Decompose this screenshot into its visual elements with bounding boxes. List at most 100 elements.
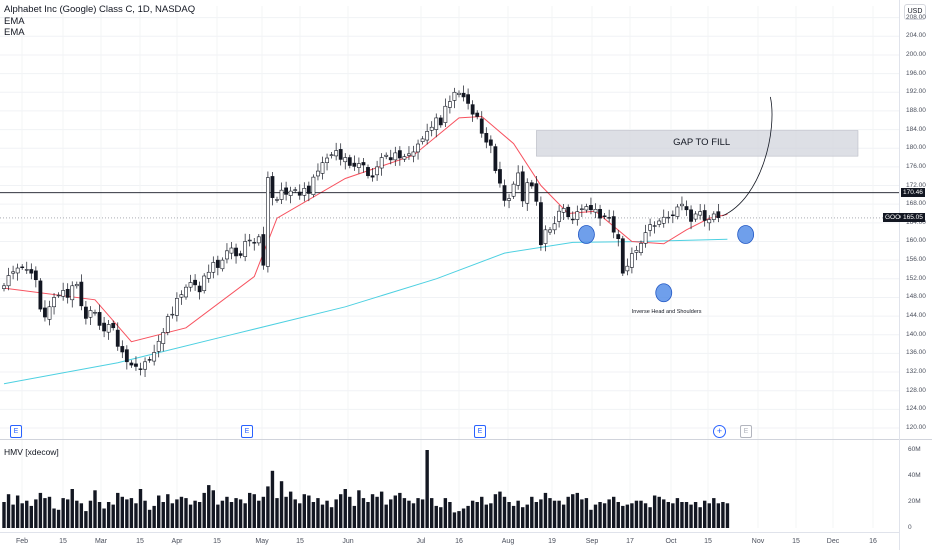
candle-body-up [170,313,175,316]
gap-to-fill-box[interactable] [536,130,859,157]
volume-bar [334,499,338,528]
time-tick-label: Aug [501,538,515,545]
candle [461,85,466,102]
candle [234,243,238,264]
volume-indicator-label[interactable]: HMV [xdecow] [4,447,59,457]
volume-bar [716,503,721,528]
price-tick-label: 144.00 [906,312,926,320]
time-tick-label: 17 [626,538,634,545]
candle-body-up [675,206,680,217]
candle-body-up [561,208,566,213]
volume-bar [516,500,520,528]
candle [479,111,484,138]
earnings-marker[interactable]: E [474,425,486,438]
volume-bar [284,496,288,528]
price-tick-label: 148.00 [906,293,926,301]
currency-badge[interactable]: USD [904,4,926,20]
volume-bar [584,498,589,528]
last-price-tag: 165.05 [901,213,925,223]
price-tick-label: 196.00 [906,69,926,77]
candle [689,205,693,230]
candle [343,153,348,170]
add-event-marker[interactable]: + [713,425,726,438]
time-tick-label: May [255,538,269,545]
ema-2-label[interactable]: EMA [4,27,25,38]
volume-bar [393,495,397,528]
volume-bar [439,507,443,528]
candle-body-down [470,104,475,115]
volume-bar [698,507,702,528]
horizontal-lines[interactable] [0,192,899,219]
volume-bar [657,496,661,528]
volume-bar [420,499,425,528]
candle-body-up [329,154,334,156]
candle-body-up [179,294,184,298]
time-tick-label: 15 [59,538,67,545]
volume-bar [411,503,416,528]
candle-body-up [56,294,61,297]
volume-tick-label: 40M [908,472,921,479]
candle [548,227,552,235]
candle [707,215,712,231]
candle-body-up [375,166,380,176]
candle [124,345,129,370]
candle-body-down [620,238,625,274]
candle-body-up [225,250,229,260]
volume-bar [93,490,97,528]
candle [102,317,107,338]
time-tick-label: Sep [585,538,599,545]
volume-bar [66,499,70,528]
candle-body-up [557,210,562,222]
volume-bar [120,496,124,528]
candle [15,263,20,281]
candle [20,264,25,270]
price-tick-label: 200.00 [906,50,926,58]
pattern-circle[interactable] [737,225,755,244]
candle-body-up [420,138,425,142]
time-tick-label: Apr [171,538,183,545]
pattern-circles[interactable] [578,225,755,303]
candle [33,266,38,288]
volume-bar [607,499,611,528]
candle [74,281,79,289]
volume-bar [325,500,329,528]
candle-body-up [165,316,170,333]
volume-bar [288,491,293,528]
ema-1-label[interactable]: EMA [4,16,25,27]
candle-body-up [429,126,434,131]
volume-bar [612,496,616,528]
candle-body-up [639,243,643,253]
candle [2,282,6,292]
candle-body-up [648,224,653,231]
volume-bar [25,500,29,528]
volume-bar [652,495,657,528]
projection-arc-path[interactable] [722,96,773,217]
candle [643,224,648,248]
upcoming-earnings-marker[interactable]: E [740,425,752,438]
candle-body-up [416,143,420,153]
candle [629,247,634,274]
volume-bar [543,492,548,528]
volume-bar [143,500,147,528]
volume-bar [680,502,684,528]
candle [197,281,202,300]
time-tick-label: 15 [213,538,221,545]
pattern-circle[interactable] [578,225,595,244]
projection-arc[interactable] [722,96,773,217]
candle [570,211,575,224]
time-tick-label: 16 [455,538,463,545]
candle [143,357,147,377]
gap-box-rect[interactable] [536,130,859,157]
candle-body-up [579,208,584,210]
earnings-marker[interactable]: E [10,425,22,438]
candle-body-up [407,153,411,156]
candle [552,216,557,235]
earnings-marker[interactable]: E [241,425,253,438]
volume-bar [461,508,466,528]
gap-to-fill-label: GAP TO FILL [673,137,731,149]
volume-bar [6,494,11,528]
volume-bar [79,503,84,528]
candle [338,143,343,166]
pattern-circle[interactable] [655,283,673,303]
